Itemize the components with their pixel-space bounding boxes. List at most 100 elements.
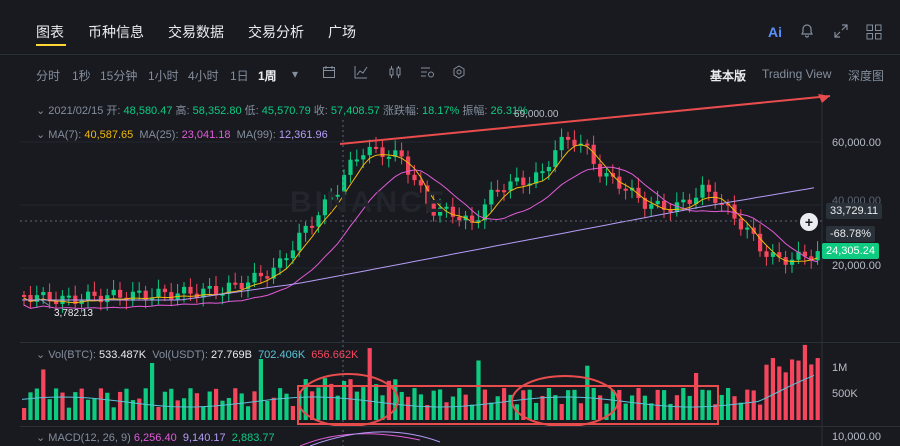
candle-info: ⌄ 2021/02/15 开: 48,580.47 高: 58,352.80 低… <box>36 105 528 117</box>
calendar-icon[interactable] <box>322 65 336 82</box>
interval-dropdown[interactable]: ▾ <box>292 67 299 81</box>
volume-bar <box>290 405 295 420</box>
candle-body <box>22 295 27 297</box>
volume-bar <box>322 378 327 420</box>
volume-bar <box>182 398 187 420</box>
volume-bar <box>681 388 686 420</box>
grid-icon[interactable] <box>866 24 882 43</box>
candle-body <box>86 291 91 301</box>
view-tradingview[interactable]: Trading View <box>762 67 832 81</box>
volume-bar <box>662 390 667 420</box>
candle-body <box>546 166 551 172</box>
interval-1h[interactable]: 1小时 <box>148 69 179 83</box>
candle-body <box>598 163 603 177</box>
candle-body <box>726 203 731 206</box>
vol-ma1-value: 702.406K <box>258 349 306 361</box>
open-value: 48,580.47 <box>123 105 173 117</box>
interval-1s[interactable]: 1秒 <box>72 69 91 83</box>
candle-body <box>668 209 673 213</box>
add-alert-button[interactable]: + <box>800 213 818 231</box>
macd-v1: 6,256.40 <box>133 432 177 444</box>
volume-bar <box>527 389 532 420</box>
volume-bar <box>623 403 628 420</box>
candle-body <box>143 290 148 300</box>
ma99-line <box>22 187 815 301</box>
template-icon[interactable] <box>420 65 434 82</box>
ma-legend: ⌄ MA(7): 40,587.65 MA(25): 23,041.18 MA(… <box>36 129 328 141</box>
candle-body <box>220 293 225 296</box>
candle-body <box>604 173 609 177</box>
volume-bar <box>316 387 321 420</box>
candle-body <box>335 194 340 197</box>
volume-bar <box>770 358 775 420</box>
tab-trading-data[interactable]: 交易数据 <box>168 24 224 40</box>
volume-bar <box>412 388 417 420</box>
candle-body <box>380 147 385 158</box>
volume-bar <box>758 404 763 420</box>
view-basic[interactable]: 基本版 <box>710 69 747 83</box>
low-annotation: 3,782.13 <box>54 308 93 319</box>
view-depth[interactable]: 深度图 <box>848 69 885 83</box>
candle-body <box>745 227 750 230</box>
candle-body <box>738 218 743 230</box>
volume-bar <box>105 392 110 420</box>
volume-bar <box>642 395 647 420</box>
volume-bar <box>700 389 705 420</box>
tab-coin-info[interactable]: 币种信息 <box>88 24 144 40</box>
volume-bar <box>348 379 353 420</box>
ai-icon[interactable]: Ai <box>768 24 782 40</box>
candle-body <box>188 286 193 294</box>
volume-bar <box>732 396 737 420</box>
candle-body <box>137 290 142 293</box>
volume-bar <box>150 362 155 420</box>
interval-15m[interactable]: 15分钟 <box>100 69 138 83</box>
indicator-icon[interactable] <box>354 65 368 82</box>
volume-bar <box>713 404 718 420</box>
interval-time-line[interactable]: 分时 <box>36 69 61 83</box>
candle-body <box>239 282 244 290</box>
interval-1w[interactable]: 1周 <box>258 69 277 83</box>
volume-bar <box>450 396 455 420</box>
candle-body <box>34 295 39 302</box>
bell-icon[interactable] <box>800 24 814 41</box>
ma25-value: 23,041.18 <box>181 129 231 141</box>
candle-body <box>54 301 59 305</box>
candle-body <box>566 136 571 140</box>
chart-toolbar: 分时 1秒 15分钟 1小时 4小时 1日 1周 ▾ 基本版 Trading V… <box>0 56 900 90</box>
candle-body <box>732 204 737 219</box>
candle-body <box>796 251 801 260</box>
volume-bar <box>278 388 283 420</box>
interval-4h[interactable]: 4小时 <box>188 69 219 83</box>
close-value: 57,408.57 <box>330 105 380 117</box>
candle-body <box>130 291 135 301</box>
candle-body <box>470 215 475 223</box>
volume-bar <box>207 391 212 420</box>
expand-icon[interactable] <box>834 24 848 41</box>
volume-bar <box>118 391 123 420</box>
volume-bar <box>66 407 71 420</box>
candle-body <box>290 250 295 259</box>
settings-icon[interactable] <box>452 65 466 82</box>
candle-body <box>706 184 711 192</box>
volume-bar <box>463 394 468 420</box>
kline-chart[interactable]: ⌄ 2021/02/15 开: 48,580.47 高: 58,352.80 低… <box>0 90 900 446</box>
volume-bar <box>226 397 231 420</box>
macd-v3: 2,883.77 <box>231 432 275 444</box>
ma25-line <box>23 166 818 310</box>
volume-bar <box>738 402 743 420</box>
candle-body <box>162 288 167 293</box>
candle-type-icon[interactable] <box>388 65 402 82</box>
candle-body <box>674 202 679 213</box>
candle-body <box>694 197 699 204</box>
tab-trading-analysis[interactable]: 交易分析 <box>248 24 304 40</box>
volume-bar <box>271 397 276 420</box>
volume-bar <box>489 402 494 420</box>
volume-bar <box>815 358 820 420</box>
volume-bar <box>636 388 641 420</box>
ma7-value: 40,587.65 <box>84 129 134 141</box>
volume-bar <box>246 406 251 420</box>
interval-1d[interactable]: 1日 <box>230 69 249 83</box>
candle-body <box>758 233 763 252</box>
tab-chart[interactable]: 图表 <box>36 24 64 40</box>
tab-square[interactable]: 广场 <box>328 24 356 40</box>
